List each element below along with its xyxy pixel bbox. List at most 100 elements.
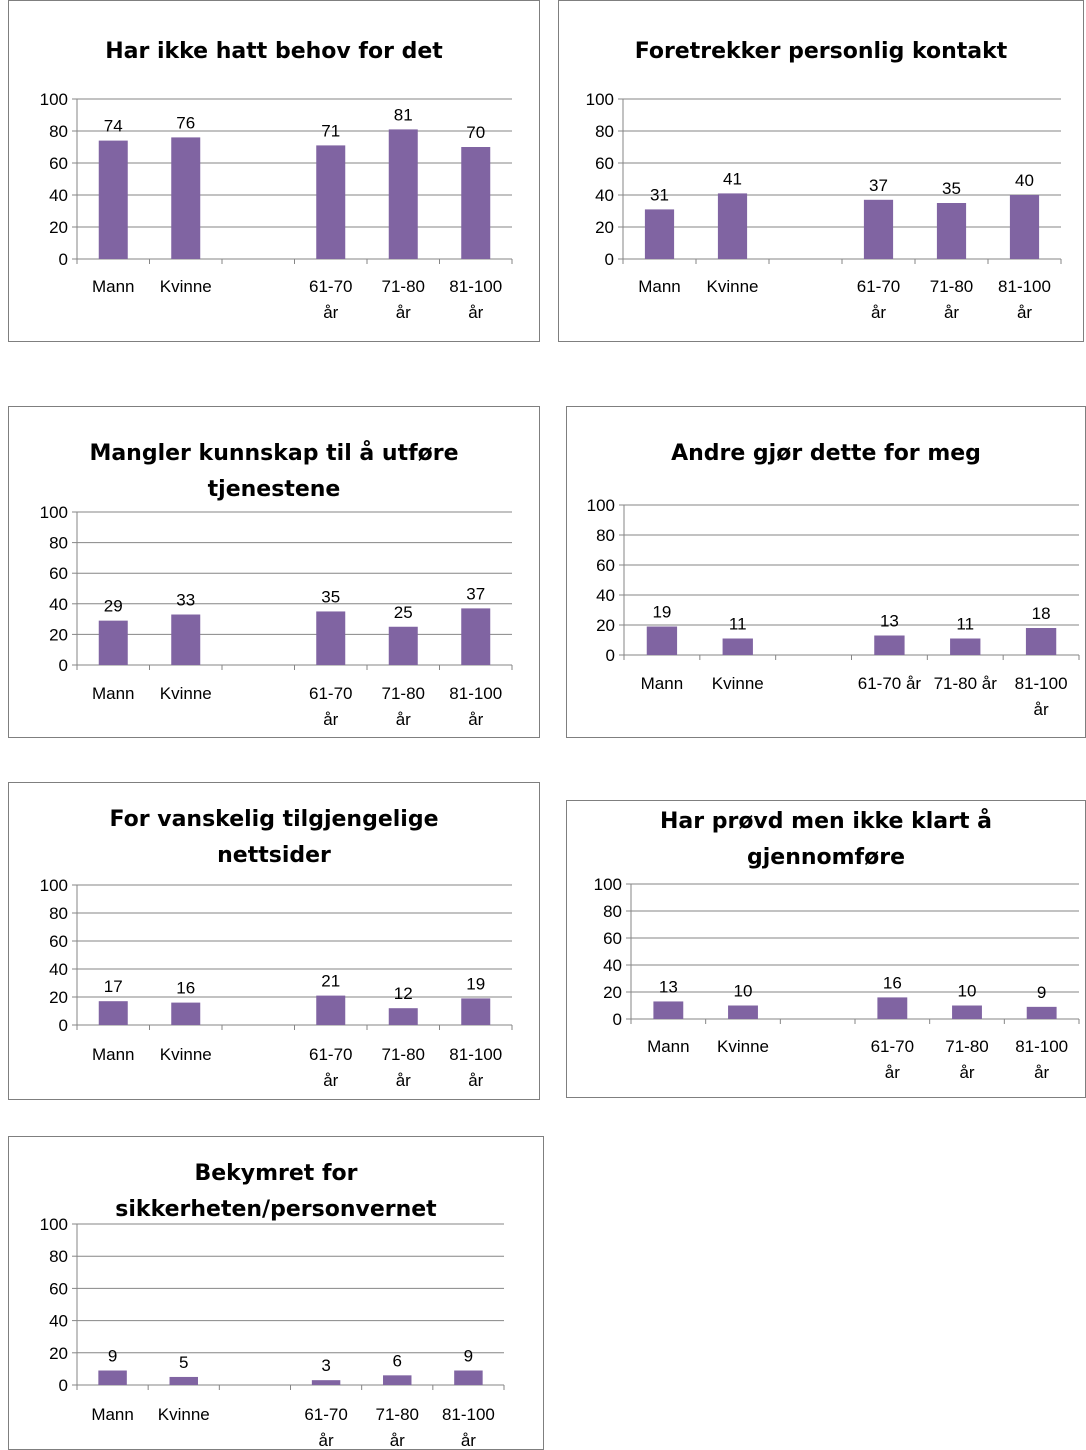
bar	[171, 614, 201, 665]
y-tick-label: 60	[596, 556, 615, 575]
y-tick-label: 20	[595, 218, 614, 237]
x-tick-label: 71-80	[382, 277, 425, 296]
bar-chart-svg: Foretrekker personlig kontakt 0 20 40 60 80 10…	[586, 39, 1062, 322]
data-label: 74	[104, 117, 123, 136]
x-tick-label: år	[959, 1063, 974, 1082]
x-tick-label: år	[461, 1431, 476, 1449]
x-tick-label: Kvinne	[160, 684, 212, 703]
y-tick-label: 40	[49, 1312, 68, 1331]
chart-title: Har prøvd men ikke klart å	[660, 808, 992, 834]
x-tick-label: år	[323, 710, 338, 729]
x-tick-label: år	[396, 303, 411, 322]
x-tick-label: Kvinne	[160, 1045, 212, 1064]
bar	[316, 611, 346, 665]
data-label: 71	[321, 121, 340, 140]
bar	[877, 997, 908, 1019]
y-tick-label: 60	[49, 932, 68, 951]
x-tick-label: år	[468, 303, 483, 322]
bar	[98, 1370, 127, 1385]
data-label: 33	[176, 591, 195, 610]
y-tick-label: 0	[59, 656, 68, 675]
y-tick-label: 40	[49, 960, 68, 979]
bar-chart-svg: Mangler kunnskap til å utføre tjenestene 0…	[40, 440, 513, 729]
bar	[388, 1008, 418, 1025]
y-tick-label: 100	[586, 90, 614, 109]
y-tick-label: 0	[605, 250, 614, 269]
data-label: 19	[652, 603, 671, 622]
bar	[98, 140, 128, 259]
x-tick-label: år	[396, 1071, 411, 1090]
x-tick-label: år	[885, 1063, 900, 1082]
data-label: 35	[942, 179, 961, 198]
data-label: 81	[394, 105, 413, 124]
bar	[952, 1005, 982, 1019]
x-tick-label: Kvinne	[717, 1037, 769, 1056]
bar	[874, 635, 905, 655]
x-tick-label: år	[871, 303, 886, 322]
bar	[1009, 195, 1040, 259]
bar	[383, 1375, 412, 1385]
chart-panel-5: For vanskelig tilgjengelige nettsider 0 20 4…	[8, 782, 540, 1100]
x-tick-label: Mann	[638, 277, 681, 296]
bar	[936, 203, 967, 259]
data-label: 16	[176, 979, 195, 998]
bar	[169, 1376, 198, 1385]
data-label: 9	[1037, 983, 1046, 1002]
y-tick-label: 40	[595, 186, 614, 205]
x-tick-label: 81-100	[449, 277, 502, 296]
y-tick-label: 80	[595, 122, 614, 141]
x-tick-label: Mann	[91, 1405, 134, 1424]
bar	[1025, 628, 1057, 655]
x-tick-label: Kvinne	[158, 1405, 210, 1424]
data-label: 25	[394, 603, 413, 622]
bar	[461, 608, 491, 665]
y-tick-label: 20	[596, 616, 615, 635]
x-tick-label: Kvinne	[712, 674, 764, 693]
y-tick-label: 0	[59, 1376, 68, 1395]
bar	[316, 145, 346, 259]
chart-panel-7: Bekymret for sikkerheten/personvernet 0 20 4…	[8, 1136, 544, 1450]
y-tick-label: 0	[613, 1010, 622, 1029]
x-tick-label: år	[396, 710, 411, 729]
x-tick-label: 81-100	[449, 684, 502, 703]
y-tick-label: 100	[40, 1215, 68, 1234]
bar	[644, 209, 675, 259]
y-tick-label: 100	[594, 875, 622, 894]
bar	[171, 1002, 201, 1025]
data-label: 37	[466, 584, 485, 603]
bar	[717, 193, 748, 259]
chart-panel-6: Har prøvd men ikke klart å gjennomføre 0 20…	[566, 800, 1086, 1098]
x-tick-label: 71-80	[945, 1037, 988, 1056]
y-tick-label: 0	[59, 250, 68, 269]
x-tick-label: år	[944, 303, 959, 322]
bar	[653, 1001, 684, 1019]
bar	[388, 129, 418, 259]
data-label: 41	[723, 169, 742, 188]
x-tick-label: Mann	[647, 1037, 690, 1056]
data-label: 5	[179, 1353, 188, 1372]
data-label: 13	[659, 977, 678, 996]
bar	[316, 995, 346, 1025]
x-tick-label: 81-100	[449, 1045, 502, 1064]
x-tick-label: 71-80	[376, 1405, 419, 1424]
x-tick-label: år	[1034, 1063, 1049, 1082]
bar	[950, 638, 981, 655]
chart-panel-4: Andre gjør dette for meg 0 20 40 60 80 100 19 Ma…	[566, 406, 1086, 738]
y-tick-label: 80	[603, 902, 622, 921]
y-tick-label: 40	[596, 586, 615, 605]
data-label: 35	[321, 587, 340, 606]
bar	[461, 998, 491, 1025]
chart-title: Bekymret for	[194, 1161, 357, 1186]
x-tick-label: 71-80	[930, 277, 973, 296]
y-tick-label: 20	[49, 218, 68, 237]
y-tick-label: 40	[603, 956, 622, 975]
chart-title: Mangler kunnskap til å utføre	[89, 440, 458, 466]
y-tick-label: 80	[49, 1247, 68, 1266]
bar	[722, 638, 753, 655]
y-tick-label: 60	[49, 1279, 68, 1298]
chart-title: sikkerheten/personvernet	[115, 1197, 437, 1222]
bar-chart-svg: Bekymret for sikkerheten/personvernet 0 20 4…	[40, 1161, 505, 1449]
chart-panel-1: Har ikke hatt behov for det 0 20 40 60 80 100 7…	[8, 0, 540, 342]
bar-chart-svg: For vanskelig tilgjengelige nettsider 0 20 4…	[40, 807, 513, 1090]
x-tick-label: Mann	[92, 684, 135, 703]
